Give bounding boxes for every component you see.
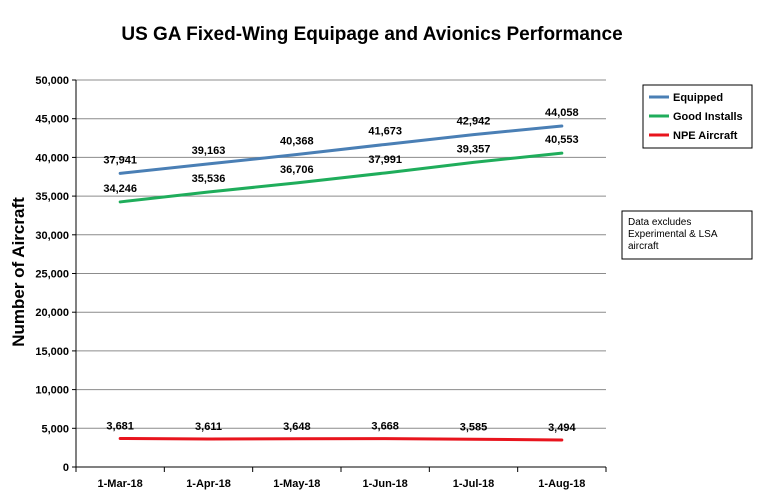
y-tick-label: 20,000 <box>35 307 69 319</box>
data-label: 3,494 <box>548 422 576 434</box>
legend-label: NPE Aircraft <box>673 130 738 142</box>
y-tick-label: 15,000 <box>35 346 69 358</box>
note-line: Experimental & LSA <box>628 229 718 240</box>
data-label: 34,246 <box>103 183 137 195</box>
chart-title: US GA Fixed-Wing Equipage and Avionics P… <box>121 24 622 45</box>
data-label: 42,942 <box>457 116 491 128</box>
y-tick-label: 35,000 <box>35 191 69 203</box>
data-labels: 37,941 39,163 40,368 41,673 42,942 44,058 34,2… <box>103 107 578 434</box>
y-tick-label: 50,000 <box>35 75 69 87</box>
data-label: 35,536 <box>192 173 226 185</box>
y-tick-label: 30,000 <box>35 230 69 242</box>
x-tick-label: 1-Jun-18 <box>363 478 408 490</box>
x-tick-label: 1-Mar-18 <box>98 478 143 490</box>
legend: Equipped Good Installs NPE Aircraft <box>642 84 753 149</box>
x-tick-label: 1-Apr-18 <box>186 478 231 490</box>
data-label: 40,553 <box>545 134 579 146</box>
data-label: 3,611 <box>195 421 222 433</box>
series-line-npe-aircraft <box>118 437 564 442</box>
data-label: 39,163 <box>192 145 226 157</box>
note-box <box>621 210 753 260</box>
y-axis-ticks: 0 5,000 10,000 15,000 20,000 25,000 30,000 35,0… <box>35 75 76 474</box>
data-label: 39,357 <box>457 143 491 155</box>
gridlines <box>76 79 606 429</box>
data-label: 3,585 <box>460 421 488 433</box>
legend-label: Good Installs <box>673 111 743 123</box>
data-label: 37,941 <box>103 154 137 166</box>
legend-label: Equipped <box>673 92 723 104</box>
series-line-equipped <box>118 124 564 175</box>
x-tick-label: 1-Jul-18 <box>453 478 495 490</box>
y-tick-label: 10,000 <box>35 385 69 397</box>
y-tick-label: 25,000 <box>35 269 69 281</box>
data-label: 3,681 <box>106 421 134 433</box>
data-label: 40,368 <box>280 136 314 148</box>
data-label: 3,648 <box>283 421 311 433</box>
data-label: 44,058 <box>545 107 579 119</box>
data-label: 37,991 <box>368 154 402 166</box>
y-tick-label: 40,000 <box>35 152 69 164</box>
y-tick-label: 45,000 <box>35 114 69 126</box>
x-axis-ticks: 1-Mar-18 1-Apr-18 1-May-18 1-Jun-18 1-Jul-18… <box>75 467 607 490</box>
y-tick-label: 5,000 <box>41 423 69 435</box>
x-tick-label: 1-Aug-18 <box>538 478 585 490</box>
x-tick-label: 1-May-18 <box>273 478 320 490</box>
y-axis-label: Number of Aircraft <box>9 197 28 347</box>
data-series <box>118 124 564 442</box>
data-label: 36,706 <box>280 164 314 176</box>
note-line: aircraft <box>628 241 659 252</box>
series-line-good-installs <box>118 151 564 204</box>
data-label: 41,673 <box>368 125 402 137</box>
data-label: 3,668 <box>371 421 399 433</box>
note-line: Data excludes <box>628 217 691 228</box>
y-tick-label: 0 <box>63 462 69 474</box>
